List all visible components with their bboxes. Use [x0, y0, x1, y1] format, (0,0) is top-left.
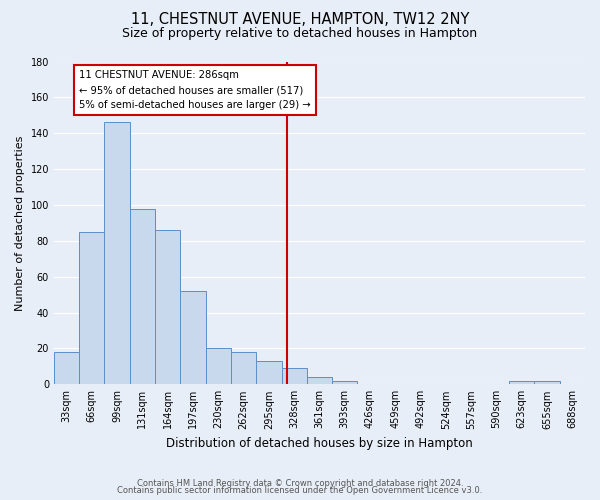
Bar [281, 368, 307, 384]
Y-axis label: Number of detached properties: Number of detached properties [15, 135, 25, 310]
Text: 11, CHESTNUT AVENUE, HAMPTON, TW12 2NY: 11, CHESTNUT AVENUE, HAMPTON, TW12 2NY [131, 12, 469, 28]
Text: Contains HM Land Registry data © Crown copyright and database right 2024.: Contains HM Land Registry data © Crown c… [137, 478, 463, 488]
Bar [130, 208, 155, 384]
Bar [79, 232, 104, 384]
Text: Contains public sector information licensed under the Open Government Licence v3: Contains public sector information licen… [118, 486, 482, 495]
Text: Size of property relative to detached houses in Hampton: Size of property relative to detached ho… [122, 28, 478, 40]
Bar [332, 380, 358, 384]
Bar [231, 352, 256, 384]
Bar [535, 380, 560, 384]
Bar [181, 291, 206, 384]
Bar [509, 380, 535, 384]
Bar [256, 361, 281, 384]
Bar [104, 122, 130, 384]
Text: 11 CHESTNUT AVENUE: 286sqm
← 95% of detached houses are smaller (517)
5% of semi: 11 CHESTNUT AVENUE: 286sqm ← 95% of deta… [79, 70, 311, 110]
X-axis label: Distribution of detached houses by size in Hampton: Distribution of detached houses by size … [166, 437, 473, 450]
Bar [54, 352, 79, 384]
Bar [307, 377, 332, 384]
Bar [206, 348, 231, 384]
Bar [155, 230, 181, 384]
